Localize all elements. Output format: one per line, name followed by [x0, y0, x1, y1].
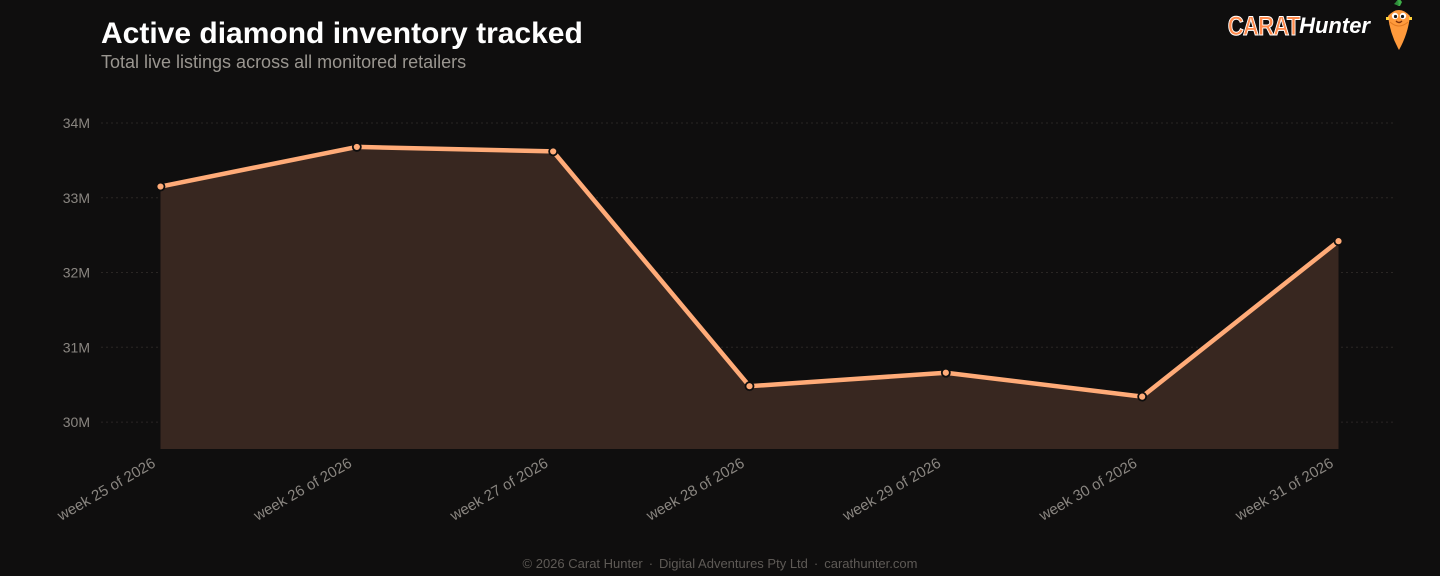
marker-layer: [155, 142, 1344, 402]
area-fill: [160, 146, 1339, 449]
y-tick-label: 32M: [63, 265, 90, 281]
x-axis-ticks: week 25 of 2026 week 26 of 2026 week 27 of…: [54, 455, 1337, 525]
data-point[interactable]: [548, 146, 559, 157]
data-point[interactable]: [940, 367, 951, 378]
footer: © 2026 Carat Hunter · Digital Adventures P…: [0, 556, 1440, 571]
y-tick-label: 33M: [63, 190, 90, 206]
y-axis-ticks: 30M 31M 32M 33M 34M: [63, 115, 90, 430]
data-point[interactable]: [1333, 236, 1344, 247]
x-tick-label: week 27 of 2026: [446, 455, 551, 525]
area-layer: [160, 146, 1339, 449]
chart-title: Active diamond inventory tracked: [101, 17, 583, 50]
footer-company: Digital Adventures Pty Ltd: [659, 556, 808, 571]
x-tick-label: week 28 of 2026: [643, 455, 748, 525]
carrot-mascot-icon: [1386, 0, 1412, 50]
x-tick-label: week 25 of 2026: [54, 455, 159, 525]
data-point[interactable]: [155, 181, 166, 192]
data-point[interactable]: [1137, 391, 1148, 402]
y-tick-label: 31M: [63, 339, 90, 355]
footer-separator: ·: [813, 556, 819, 571]
x-tick-label: week 26 of 2026: [250, 455, 355, 525]
x-tick-label: week 30 of 2026: [1035, 455, 1140, 525]
brand-logo[interactable]: CARAT Hunter: [1212, 0, 1414, 52]
chart-subtitle: Total live listings across all monitored…: [101, 52, 467, 72]
footer-copyright: © 2026 Carat Hunter: [522, 556, 643, 571]
data-point[interactable]: [351, 142, 362, 152]
x-tick-label: week 31 of 2026: [1232, 455, 1337, 525]
y-tick-label: 30M: [63, 414, 90, 430]
brand-word-hunter: Hunter: [1299, 13, 1370, 38]
footer-website-link[interactable]: carathunter.com: [824, 556, 918, 571]
data-point[interactable]: [744, 381, 755, 392]
x-tick-label: week 29 of 2026: [839, 455, 944, 525]
footer-separator: ·: [648, 556, 654, 571]
y-tick-label: 34M: [63, 115, 90, 131]
brand-word-carat: CARAT: [1227, 10, 1300, 41]
